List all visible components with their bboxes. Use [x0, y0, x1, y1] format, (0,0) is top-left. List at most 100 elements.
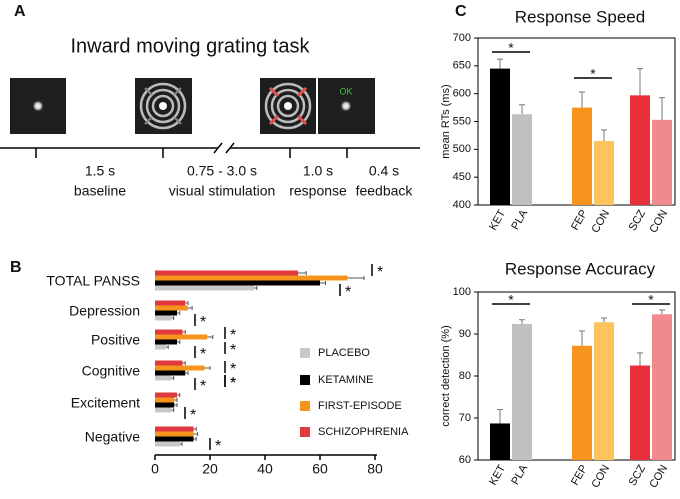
sig-label: * [377, 264, 383, 281]
error-bar [193, 432, 199, 436]
bar [155, 305, 188, 311]
phase-duration: 1.5 s [85, 163, 115, 179]
legend-label: FIRST-EPISODE [318, 400, 402, 412]
phase-label: feedback [356, 183, 414, 199]
bar [155, 375, 172, 381]
legend-swatch [300, 427, 310, 437]
y-axis-label: mean RTs (ms) [440, 84, 452, 158]
y-tick-label: 100 [453, 286, 471, 298]
sig-label: * [648, 292, 654, 308]
category-label: Cognitive [82, 363, 141, 379]
error-bar [579, 91, 585, 108]
panel-label: A [14, 3, 26, 20]
error-bar [174, 398, 178, 402]
x-tick-label: FEP [569, 463, 590, 488]
legend-label: PLACEBO [318, 347, 370, 359]
x-tick-label: 40 [257, 461, 273, 477]
x-tick-label: KET [487, 208, 508, 233]
bar [155, 275, 348, 281]
y-tick-label: 90 [459, 328, 471, 340]
y-tick-label: 80 [459, 370, 471, 382]
bar [594, 322, 614, 460]
bar [490, 423, 510, 460]
error-bar [166, 345, 169, 349]
bar [155, 270, 298, 276]
error-bar [193, 427, 197, 431]
error-bar [298, 271, 307, 275]
error-bar [171, 316, 175, 320]
phase-duration: 0.4 s [369, 163, 399, 179]
bar [630, 95, 650, 205]
error-bar [188, 306, 193, 310]
bar [155, 329, 183, 335]
bar [155, 334, 208, 340]
sig-label: * [200, 346, 206, 363]
error-bar [185, 301, 189, 305]
bar [512, 114, 532, 205]
bar [512, 323, 532, 460]
bar [155, 431, 194, 437]
error-bar [347, 276, 365, 280]
error-bar [637, 352, 643, 366]
legend-swatch [300, 401, 310, 411]
bar [630, 365, 650, 460]
error-bar [185, 371, 189, 375]
phase-duration: 0.75 - 3.0 s [187, 163, 257, 179]
task-title: Inward moving grating task [70, 35, 310, 57]
category-label: TOTAL PANSS [46, 273, 140, 289]
bar [594, 140, 614, 205]
x-tick-label: CON [589, 208, 612, 235]
error-bar [659, 309, 665, 315]
error-bar [177, 340, 181, 344]
phase-duration: 1.0 s [303, 163, 333, 179]
x-tick-label: 0 [151, 461, 159, 477]
bar [155, 407, 172, 413]
phase-label: response [289, 183, 347, 199]
y-tick-label: 400 [453, 199, 471, 211]
category-label: Positive [91, 332, 140, 348]
bar [572, 107, 592, 205]
error-bar [659, 97, 665, 120]
legend-label: KETAMINE [318, 374, 373, 386]
sig-label: * [590, 66, 596, 82]
panel-label: B [10, 259, 22, 276]
bar [155, 344, 166, 350]
legend-label: SCHIZOPHRENIA [318, 426, 409, 438]
y-tick-label: 70 [459, 412, 471, 424]
bar [155, 397, 175, 403]
error-bar [177, 311, 181, 315]
bar [490, 68, 510, 205]
category-label: Excitement [71, 395, 140, 411]
sig-label: * [200, 314, 206, 331]
bar [155, 285, 254, 291]
sig-label: * [345, 284, 351, 301]
x-tick-label: SCZ [627, 463, 649, 488]
error-bar [182, 330, 186, 334]
y-tick-label: 500 [453, 143, 471, 155]
phase-label: baseline [74, 183, 126, 199]
bar [155, 280, 320, 286]
x-tick-label: FEP [569, 208, 590, 233]
error-bar [171, 408, 175, 412]
y-tick-label: 600 [453, 88, 471, 100]
error-bar [254, 286, 258, 290]
x-tick-label: 20 [202, 461, 218, 477]
timeline-axis [0, 142, 420, 158]
error-bar [519, 104, 525, 115]
error-bar [193, 437, 197, 441]
bar [155, 426, 194, 432]
error-bar [579, 330, 585, 346]
sig-label: * [230, 361, 236, 378]
sig-label: * [230, 327, 236, 344]
bar [155, 315, 172, 321]
stimulus-screens [10, 78, 375, 134]
bar [155, 339, 177, 345]
chart-title: Response Accuracy [505, 259, 656, 278]
x-tick-label: SCZ [627, 208, 649, 233]
y-tick-label: 700 [453, 32, 471, 44]
bar [155, 392, 177, 398]
category-label: Negative [85, 429, 140, 445]
bar [155, 402, 175, 408]
bar [155, 365, 205, 371]
error-bar [519, 319, 525, 324]
